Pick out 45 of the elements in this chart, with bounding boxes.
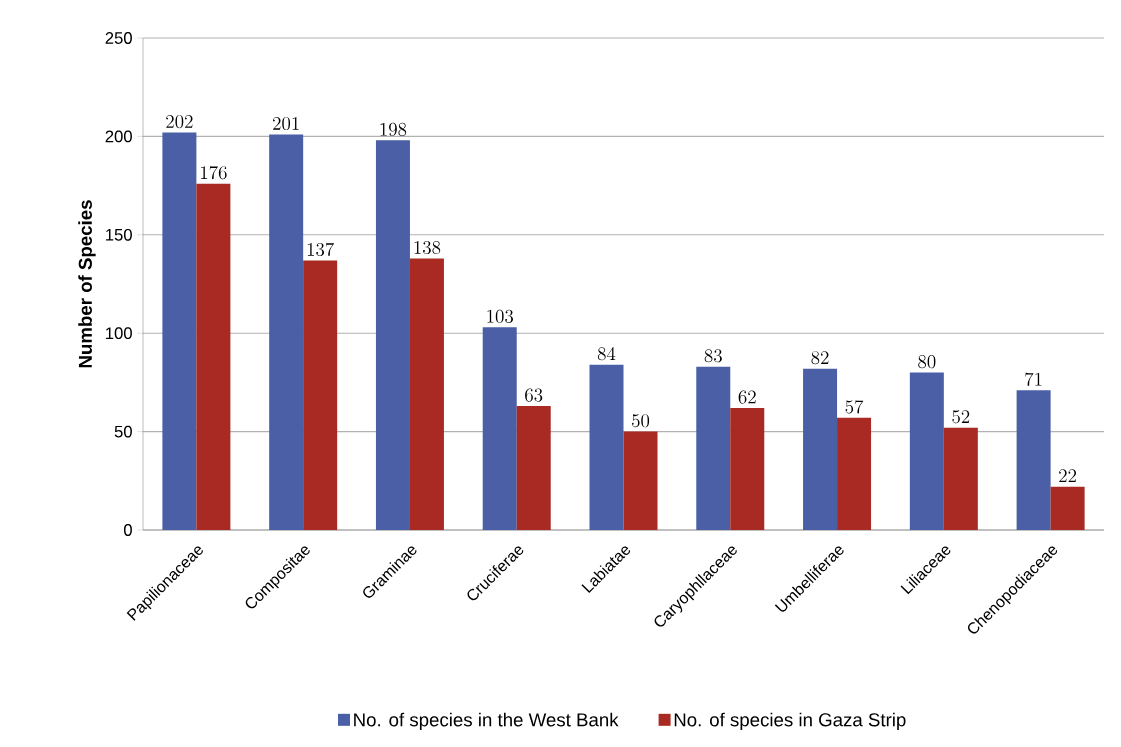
- legend-label: No. of species in Gaza Strip: [674, 712, 906, 731]
- y-tick-label: 0: [123, 524, 132, 536]
- bar: [482, 327, 517, 530]
- data-label: 50: [632, 414, 650, 428]
- bar: [1050, 486, 1085, 530]
- bar: [162, 132, 197, 530]
- data-label: 84: [597, 347, 616, 361]
- data-label: 202: [166, 115, 193, 129]
- bar: [623, 431, 658, 530]
- legend-label: No. of species in the West Bank: [354, 712, 619, 731]
- bar: [409, 258, 444, 530]
- data-label: 22: [1059, 469, 1077, 482]
- data-label: 201: [273, 116, 299, 131]
- data-label: 63: [525, 388, 543, 402]
- bar: [375, 140, 410, 530]
- bar: [730, 407, 765, 530]
- data-label: 138: [414, 240, 441, 255]
- bar: [803, 368, 838, 530]
- y-tick-label: 100: [106, 327, 132, 340]
- y-tick-label: 50: [114, 425, 132, 438]
- y-tick-label: 150: [106, 228, 132, 241]
- bar: [837, 417, 872, 530]
- bar: [303, 260, 338, 530]
- bar: [1016, 390, 1051, 530]
- data-label: 71: [1025, 372, 1042, 386]
- y-tick-label: 250: [105, 32, 132, 44]
- data-label: 198: [380, 122, 407, 137]
- data-label: 80: [918, 355, 936, 369]
- bar: [696, 366, 731, 530]
- data-label: 176: [201, 165, 227, 180]
- bar: [943, 427, 978, 530]
- bar: [269, 134, 304, 530]
- data-label: 83: [704, 349, 722, 363]
- bar: [196, 183, 231, 530]
- bar: [516, 406, 551, 530]
- data-label: 82: [811, 351, 829, 365]
- data-label: 137: [307, 242, 334, 257]
- data-label: 62: [738, 390, 756, 404]
- data-label: 103: [487, 309, 513, 323]
- y-tick-label: 200: [105, 130, 132, 143]
- bar: [909, 372, 944, 530]
- data-label: 52: [952, 410, 970, 424]
- data-label: 57: [845, 400, 864, 414]
- y-axis-title: Number of Species: [78, 200, 96, 368]
- bar: [589, 364, 624, 530]
